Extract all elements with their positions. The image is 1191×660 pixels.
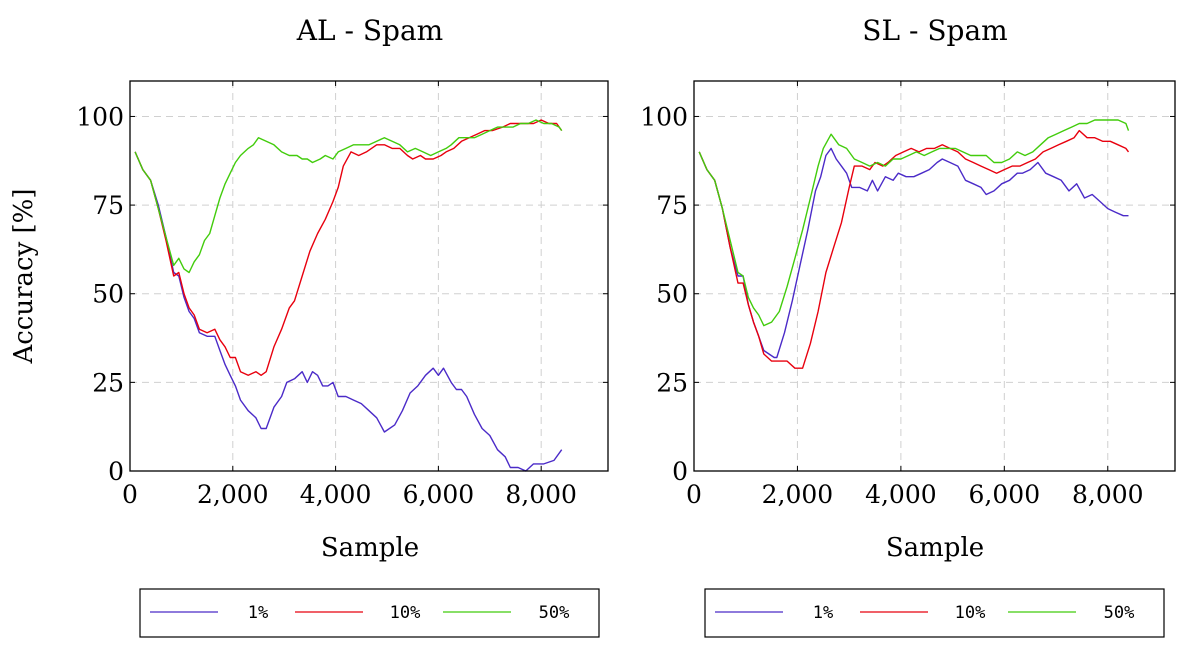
- series-line-10pct: [134, 119, 563, 376]
- series-line-10pct: [698, 129, 1130, 369]
- legend-label-50pct: 50%: [1104, 603, 1135, 623]
- legend-label-1pct: 1%: [248, 603, 268, 623]
- series-line-50pct: [134, 119, 563, 274]
- series-line-1pct: [134, 151, 563, 472]
- x-axis-label: Sample: [886, 533, 984, 563]
- legend-label-50pct: 50%: [539, 603, 570, 623]
- y-tick-label: 75: [656, 191, 688, 220]
- chart-title: SL - Spam: [862, 14, 1007, 47]
- legend-frame: [704, 588, 1165, 638]
- y-tick-label: 0: [672, 457, 688, 486]
- legend-label-10pct: 10%: [390, 603, 421, 623]
- x-tick-label: 0: [686, 480, 702, 509]
- x-tick-label: 2,000: [197, 480, 269, 509]
- x-tick-label: 4,000: [300, 480, 372, 509]
- series-line-1pct: [698, 147, 1129, 359]
- legend-frame: [139, 588, 600, 638]
- y-tick-label: 50: [656, 280, 688, 309]
- y-axis-label: Accuracy [%]: [9, 188, 39, 364]
- x-tick-label: 2,000: [762, 480, 834, 509]
- plot-frame: [129, 80, 609, 472]
- x-tick-label: 0: [122, 480, 138, 509]
- y-tick-label: 100: [640, 102, 688, 131]
- y-tick-label: 75: [92, 191, 124, 220]
- x-tick-label: 8,000: [505, 480, 577, 509]
- legend-label-10pct: 10%: [955, 603, 986, 623]
- legend-label-1pct: 1%: [813, 603, 833, 623]
- x-tick-label: 8,000: [1072, 480, 1144, 509]
- y-tick-label: 100: [76, 102, 124, 131]
- x-tick-label: 6,000: [403, 480, 475, 509]
- x-tick-label: 6,000: [969, 480, 1041, 509]
- x-axis-label: Sample: [321, 533, 419, 563]
- legend: 1% 10% 50%: [139, 588, 600, 638]
- x-tick-label: 4,000: [865, 480, 937, 509]
- y-tick-label: 0: [108, 457, 124, 486]
- series-line-50pct: [698, 119, 1130, 327]
- chart-sl-spam: SL - Spam Sample 0 2,000 4,000 6,000 8,000 0 2…: [640, 14, 1176, 638]
- chart-title: AL - Spam: [296, 14, 443, 47]
- chart-al-spam: AL - Spam Accuracy [%] Sample 0 2,000 4,00…: [9, 14, 609, 638]
- plot-frame: [693, 80, 1176, 472]
- legend: 1% 10% 50%: [704, 588, 1165, 638]
- y-tick-label: 25: [656, 368, 688, 397]
- y-tick-label: 25: [92, 368, 124, 397]
- y-tick-label: 50: [92, 280, 124, 309]
